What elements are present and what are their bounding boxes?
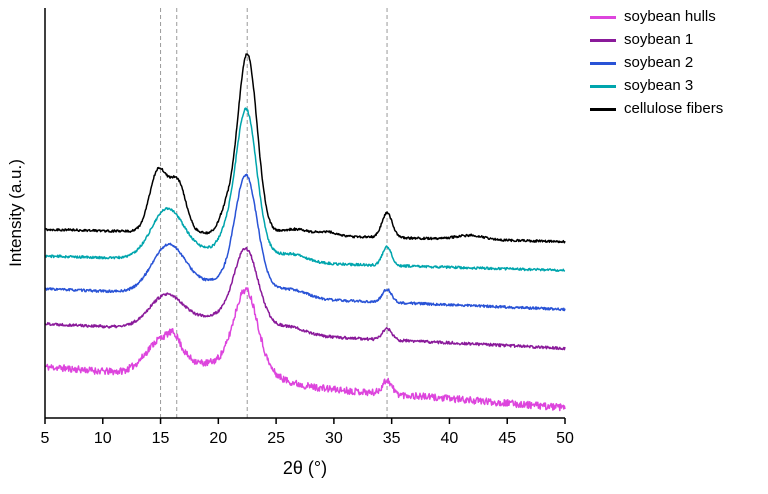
legend-label: cellulose fibers: [624, 100, 724, 117]
legend-item: soybean 3: [590, 77, 723, 95]
legend-label: soybean 2: [624, 54, 694, 71]
series-line-soybean-hulls: [44, 287, 566, 412]
legend-label: soybean 3: [624, 77, 694, 94]
legend-label: soybean hulls: [624, 8, 716, 25]
x-tick-label: 40: [441, 430, 459, 447]
series-line-soybean-3: [44, 107, 566, 272]
legend-item: soybean 2: [590, 54, 723, 72]
y-axis-title: Intensity (a.u.): [6, 159, 25, 267]
legend-swatch-cellulose-fibers: [590, 107, 616, 111]
series-line-soybean-2: [44, 173, 566, 312]
legend-item: cellulose fibers: [590, 100, 723, 118]
legend-label: soybean 1: [624, 31, 694, 48]
series-line-soybean-1: [44, 246, 566, 351]
x-tick-label: 5: [41, 430, 50, 447]
legend-swatch-soybean-3: [590, 84, 616, 88]
x-tick-label: 20: [209, 430, 227, 447]
x-tick-label: 30: [325, 430, 343, 447]
x-tick-label: 50: [556, 430, 574, 447]
legend-swatch-soybean-1: [590, 38, 616, 42]
x-tick-label: 45: [498, 430, 516, 447]
legend: soybean hulls soybean 1 soybean 2 soybea…: [590, 8, 723, 118]
x-tick-label: 35: [383, 430, 401, 447]
legend-item: soybean 1: [590, 31, 723, 49]
legend-swatch-soybean-hulls: [590, 15, 616, 19]
legend-item: soybean hulls: [590, 8, 723, 26]
x-axis-title: 2θ (°): [282, 458, 328, 478]
series-line-cellulose-fibers: [44, 53, 566, 244]
x-tick-label: 25: [267, 430, 285, 447]
x-tick-label: 15: [152, 430, 170, 447]
legend-swatch-soybean-2: [590, 61, 616, 65]
x-tick-label: 10: [94, 430, 112, 447]
